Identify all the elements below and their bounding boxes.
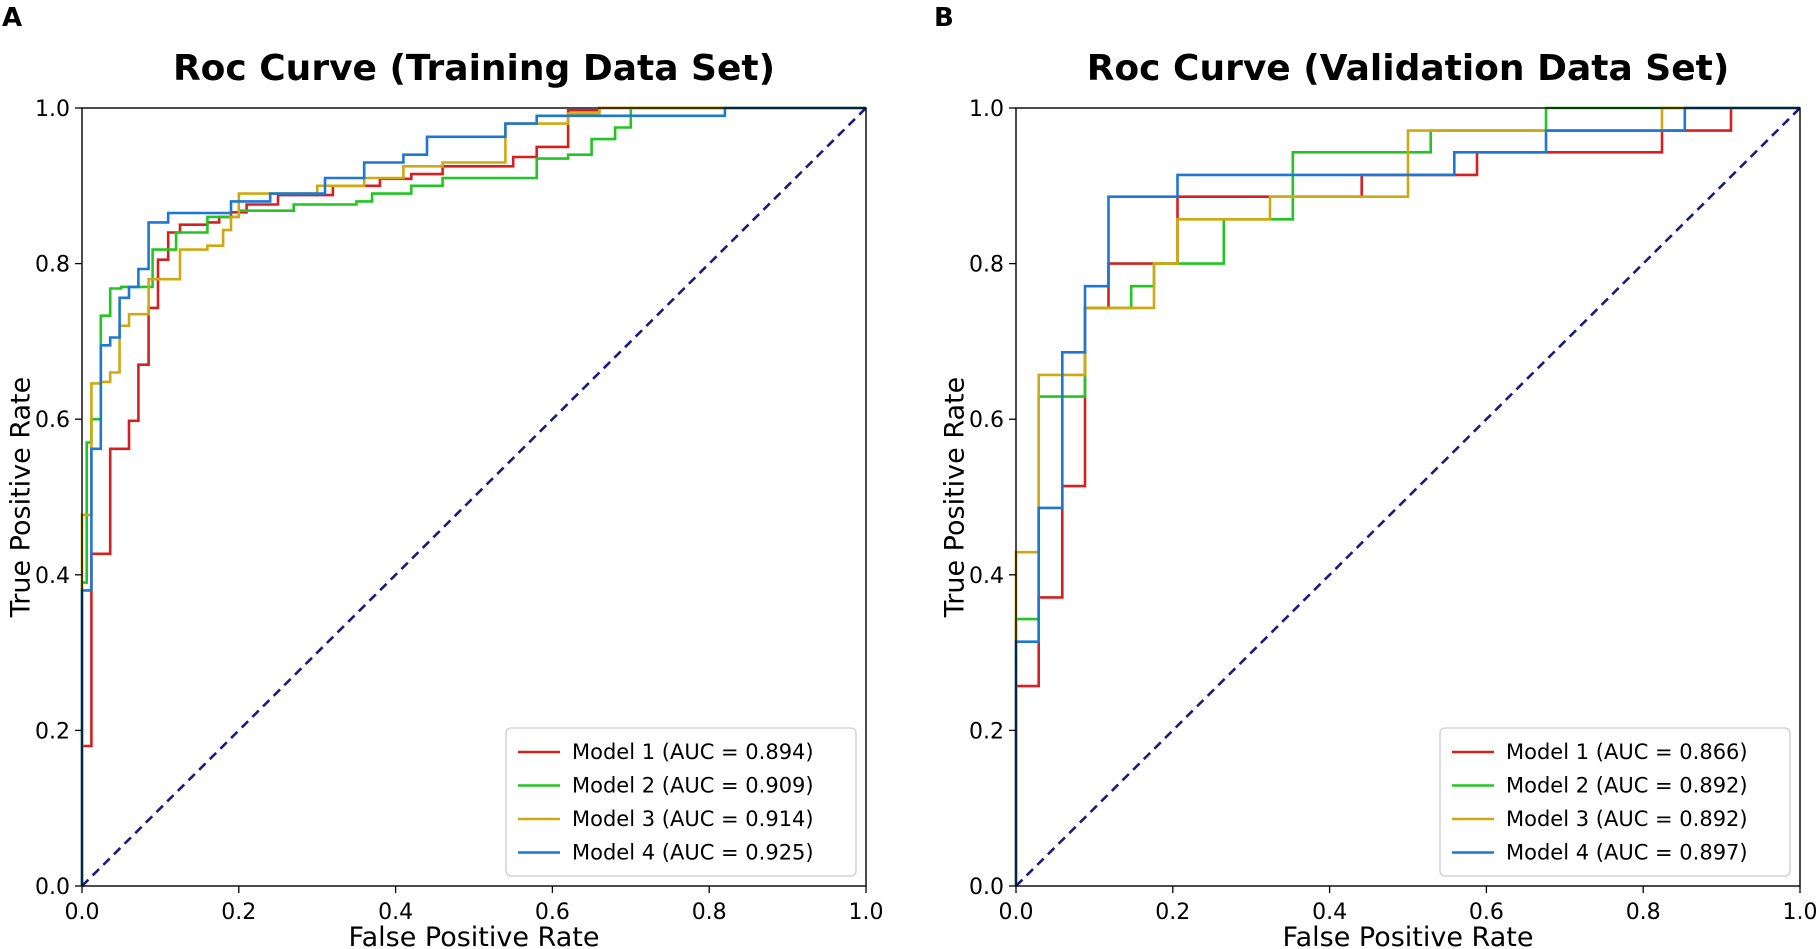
x-tick-label: 0.2 [221,900,256,925]
roc-curve-model-4 [1014,106,1800,886]
chart-title: Roc Curve (Validation Data Set) [1087,48,1730,89]
y-tick-label: 0.8 [35,253,70,278]
legend: Model 1 (AUC = 0.894) Model 2 (AUC = 0.90… [505,727,857,877]
y-tick-label: 0.6 [969,408,1004,433]
roc-curve-model-1 [80,106,866,886]
legend-box [505,727,857,877]
roc-curve-model-3 [1014,106,1800,886]
legend-entry-model-2: Model 2 (AUC = 0.892) [1506,774,1748,798]
y-axis-label: True Positive Rate [940,377,971,619]
x-tick-label: 0.6 [1469,900,1504,925]
y-tick-label: 0.8 [969,253,1004,278]
legend: Model 1 (AUC = 0.866) Model 2 (AUC = 0.89… [1439,727,1791,877]
y-tick-label: 0.4 [35,564,70,589]
chart-title: Roc Curve (Training Data Set) [173,48,775,89]
x-tick-label: 0.0 [65,900,100,925]
roc-curve-model-4 [80,106,866,886]
y-tick-label: 0.2 [35,719,70,744]
legend-entry-model-4: Model 4 (AUC = 0.925) [572,841,814,865]
y-axis-label: True Positive Rate [6,377,37,619]
legend-entry-model-1: Model 1 (AUC = 0.866) [1506,740,1748,764]
legend-box [1439,727,1791,877]
panel-letter: B [934,3,954,33]
plot-frame [1015,107,1801,887]
y-tick-label: 1.0 [35,97,70,122]
x-tick-label: 0.0 [999,900,1034,925]
panel-letter: A [2,3,22,33]
y-tick-label: 0.4 [969,564,1004,589]
legend-entry-model-2: Model 2 (AUC = 0.909) [572,774,814,798]
legend-entry-model-1: Model 1 (AUC = 0.894) [572,740,814,764]
y-tick-label: 1.0 [969,97,1004,122]
x-tick-label: 0.2 [1155,900,1190,925]
legend-entry-model-3: Model 3 (AUC = 0.914) [572,807,814,831]
x-tick-label: 1.0 [849,900,884,925]
legend-entry-model-3: Model 3 (AUC = 0.892) [1506,807,1748,831]
x-tick-label: 1.0 [1783,900,1818,925]
roc-curve-model-3 [80,106,866,886]
panel-a: A Roc Curve (Training Data Set) 0.0 0.2 0.4 0… [2,3,884,949]
y-tick-label: 0.0 [35,875,70,900]
y-tick-label: 0.2 [969,719,1004,744]
reference-diagonal [81,107,867,887]
x-tick-label: 0.6 [535,900,570,925]
x-tick-label: 0.8 [692,900,727,925]
x-tick-label: 0.4 [1312,900,1347,925]
x-tick-label: 0.8 [1626,900,1661,925]
plot-frame [81,107,867,887]
x-axis-label: False Positive Rate [1283,922,1534,949]
x-tick-label: 0.4 [378,900,413,925]
y-tick-label: 0.6 [35,408,70,433]
panel-b: B Roc Curve (Validation Data Set) 0.0 0.2 0.… [934,3,1818,949]
y-tick-label: 0.0 [969,875,1004,900]
x-axis-label: False Positive Rate [349,922,600,949]
legend-entry-model-4: Model 4 (AUC = 0.897) [1506,841,1748,865]
reference-diagonal [1015,107,1801,887]
